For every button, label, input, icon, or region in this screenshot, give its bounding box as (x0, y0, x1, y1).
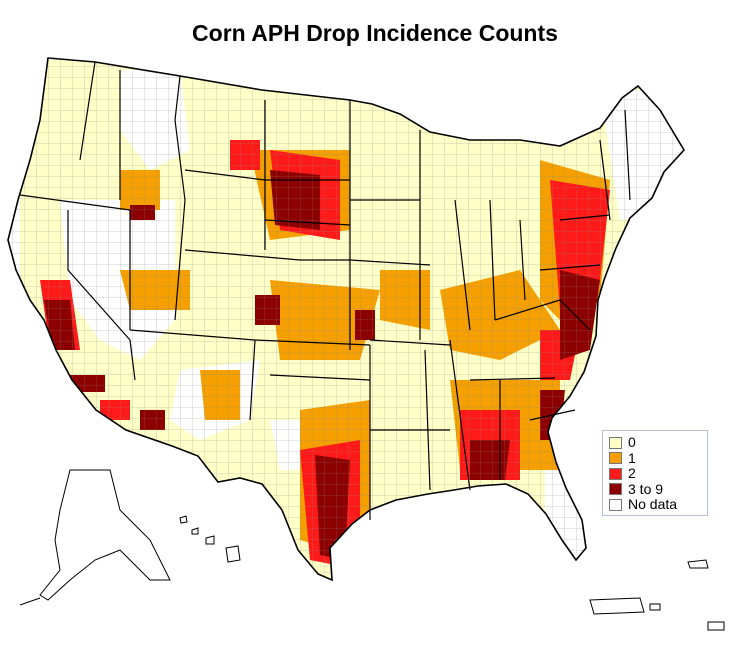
state-borders (7, 57, 685, 582)
legend-swatch-2 (609, 467, 622, 480)
legend-item-0: 0 (609, 435, 707, 451)
legend-label-2: 2 (628, 465, 636, 482)
legend-label-3: 3 to 9 (628, 480, 664, 497)
legend-swatch-3 (609, 483, 622, 496)
alaska (19, 469, 171, 606)
legend-label-1: 1 (628, 449, 636, 466)
legend-label-0: 0 (628, 434, 636, 451)
legend-swatch-0 (609, 436, 622, 449)
legend-swatch-4 (609, 498, 622, 511)
legend-label-4: No data (628, 496, 678, 513)
map-title: Corn APH Drop Incidence Counts (192, 20, 558, 46)
legend-item-2: 2 (609, 466, 707, 482)
legend-swatch-1 (609, 452, 622, 465)
legend-item-4: No data (609, 497, 707, 513)
legend-item-3: 3 to 9 (609, 480, 707, 498)
hawaii (179, 515, 241, 563)
puerto-rico (589, 559, 725, 631)
legend-item-1: 1 (609, 449, 707, 467)
map-legend: 0 1 2 3 to 9 No data (602, 430, 708, 516)
